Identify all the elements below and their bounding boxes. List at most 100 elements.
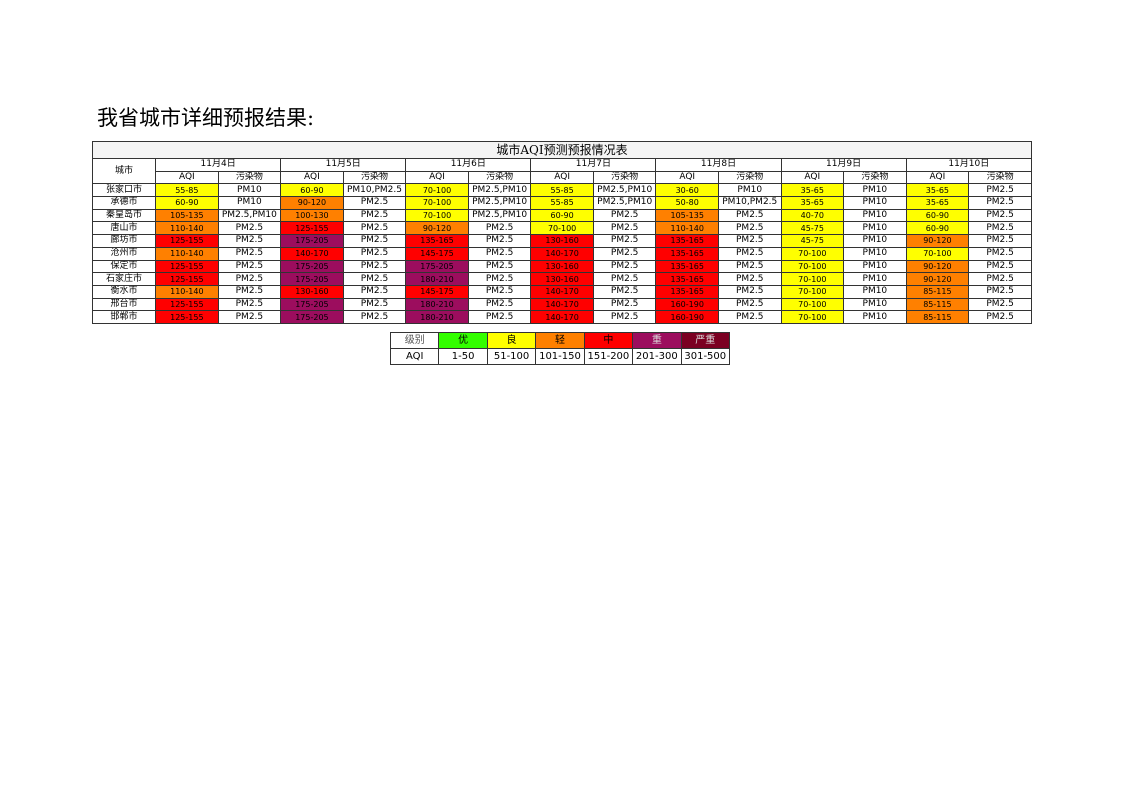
sub-header: AQI	[280, 170, 344, 185]
aqi-cell: 60-90	[905, 221, 970, 236]
pollutant-cell: PM2.5	[717, 259, 782, 274]
legend-row: AQI 1-50 51-100 101-150 151-200 201-300 301-50…	[389, 348, 731, 365]
aqi-cell: 160-190	[655, 310, 719, 324]
legend-cell: 优	[438, 332, 488, 349]
aqi-cell: 125-155	[155, 272, 219, 286]
pollutant-cell: PM2.5	[467, 297, 532, 312]
legend-cell: AQI	[389, 348, 440, 365]
legend-row: 级别优良轻中重严重	[389, 332, 731, 349]
aqi-cell: 175-205	[280, 234, 344, 248]
pollutant-cell: PM2.5	[717, 246, 782, 261]
table-caption: 城市AQI预测预报情况表	[92, 141, 1032, 159]
pollutant-cell: PM2.5	[968, 196, 1032, 210]
city-name: 承德市	[91, 196, 157, 210]
pollutant-cell: PM2.5	[968, 259, 1032, 274]
pollutant-cell: PM2.5	[467, 259, 532, 274]
pollutant-cell: PM2.5	[217, 310, 282, 324]
aqi-cell: 70-100	[780, 272, 845, 286]
aqi-cell: 130-160	[530, 234, 594, 248]
city-row: 保定市 125-155 PM2.5 175-205 PM2.5 175-205 PM2.5 1…	[91, 259, 1032, 274]
aqi-cell: 125-155	[155, 234, 219, 248]
aqi-cell: 55-85	[530, 196, 594, 210]
pollutant-cell: PM2.5	[968, 310, 1032, 324]
aqi-cell: 50-80	[655, 196, 719, 210]
pollutant-cell: PM10	[843, 196, 907, 210]
pollutant-cell: PM10	[843, 297, 907, 312]
aqi-cell: 135-165	[655, 284, 719, 299]
aqi-cell: 140-170	[530, 310, 594, 324]
aqi-cell: 125-155	[155, 297, 219, 312]
aqi-cell: 140-170	[530, 284, 594, 299]
aqi-cell: 35-65	[905, 183, 970, 198]
date-header: 11月9日	[780, 158, 907, 172]
pollutant-cell: PM10	[717, 183, 782, 198]
legend-cell: 重	[632, 332, 682, 349]
legend-cell: 201-300	[632, 348, 682, 365]
pollutant-cell: PM10	[843, 221, 907, 236]
aqi-cell: 40-70	[780, 208, 845, 223]
sub-header: AQI	[905, 170, 970, 185]
aqi-cell: 70-100	[405, 196, 469, 210]
city-row: 张家口市 55-85 PM10 60-90 PM10,PM2.5 70-100 PM2.5,…	[91, 183, 1032, 198]
pollutant-cell: PM2.5	[717, 234, 782, 248]
sub-header: 污染物	[968, 170, 1032, 185]
pollutant-cell: PM2.5,PM10	[592, 183, 657, 198]
pollutant-cell: PM2.5	[342, 234, 407, 248]
legend-table: 级别优良轻中重严重 AQI 1-50 51-100 101-150 151-200 201-…	[389, 332, 731, 365]
sub-header: AQI	[155, 170, 219, 185]
sub-header: 污染物	[843, 170, 907, 185]
aqi-cell: 70-100	[780, 297, 845, 312]
city-name: 邢台市	[91, 297, 157, 312]
pollutant-cell: PM2.5	[217, 297, 282, 312]
pollutant-cell: PM2.5	[342, 221, 407, 236]
aqi-cell: 130-160	[530, 259, 594, 274]
pollutant-cell: PM2.5	[342, 272, 407, 286]
pollutant-cell: PM2.5	[342, 310, 407, 324]
legend-cell: 良	[486, 332, 537, 349]
pollutant-cell: PM2.5	[968, 221, 1032, 236]
aqi-cell: 110-140	[655, 221, 719, 236]
sub-header: 污染物	[467, 170, 532, 185]
legend-cell: 中	[583, 332, 634, 349]
city-name: 唐山市	[91, 221, 157, 236]
pollutant-cell: PM2.5	[342, 284, 407, 299]
aqi-cell: 45-75	[780, 234, 845, 248]
aqi-cell: 180-210	[405, 310, 469, 324]
aqi-cell: 90-120	[905, 234, 970, 248]
pollutant-cell: PM10	[843, 310, 907, 324]
city-row: 廊坊市 125-155 PM2.5 175-205 PM2.5 135-165 PM2.5 1…	[91, 234, 1032, 248]
date-header: 11月8日	[655, 158, 782, 172]
city-name: 邯郸市	[91, 310, 157, 324]
aqi-cell: 90-120	[905, 272, 970, 286]
aqi-cell: 70-100	[530, 221, 594, 236]
legend-cell: 严重	[680, 332, 731, 349]
aqi-cell: 145-175	[405, 284, 469, 299]
pollutant-cell: PM10	[843, 208, 907, 223]
aqi-cell: 60-90	[280, 183, 344, 198]
aqi-cell: 70-100	[405, 183, 469, 198]
pollutant-cell: PM2.5	[467, 246, 532, 261]
pollutant-cell: PM2.5	[592, 297, 657, 312]
pollutant-cell: PM2.5	[968, 284, 1032, 299]
pollutant-cell: PM10,PM2.5	[717, 196, 782, 210]
aqi-cell: 70-100	[780, 284, 845, 299]
pollutant-cell: PM10,PM2.5	[342, 183, 407, 198]
city-name: 沧州市	[91, 246, 157, 261]
sub-header: AQI	[780, 170, 845, 185]
aqi-cell: 70-100	[780, 310, 845, 324]
sub-header: 污染物	[342, 170, 407, 185]
pollutant-cell: PM2.5	[592, 208, 657, 223]
aqi-cell: 35-65	[905, 196, 970, 210]
aqi-cell: 35-65	[780, 196, 845, 210]
aqi-cell: 140-170	[530, 297, 594, 312]
pollutant-cell: PM2.5	[467, 234, 532, 248]
city-name: 廊坊市	[91, 234, 157, 248]
pollutant-cell: PM2.5	[217, 272, 282, 286]
aqi-cell: 175-205	[280, 272, 344, 286]
pollutant-cell: PM2.5,PM10	[592, 196, 657, 210]
pollutant-cell: PM2.5	[717, 221, 782, 236]
aqi-cell: 45-75	[780, 221, 845, 236]
aqi-cell: 85-115	[905, 310, 970, 324]
aqi-cell: 135-165	[655, 272, 719, 286]
